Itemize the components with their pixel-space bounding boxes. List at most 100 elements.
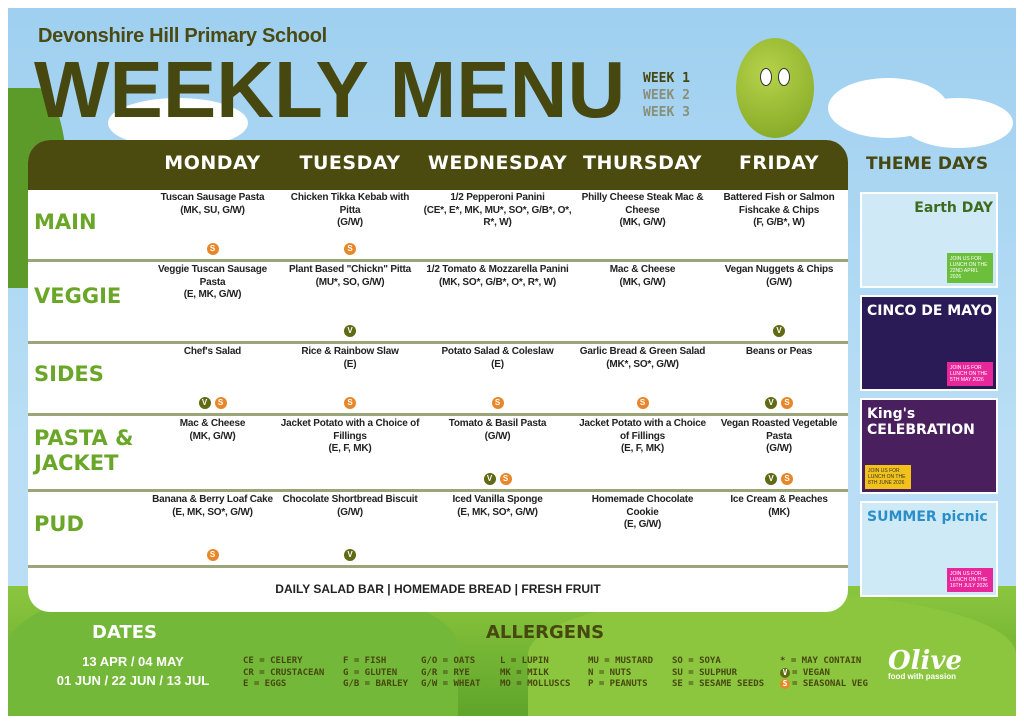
row-label: VEGGIE — [34, 284, 122, 308]
vegan-badge-icon: V — [344, 325, 356, 337]
theme-day-card[interactable]: Earth DAY JOIN US FOR LUNCH ON THE 22ND A… — [860, 192, 998, 288]
week-1[interactable]: WEEK 1 — [643, 71, 690, 86]
dish-name: Mac & Cheese — [609, 264, 676, 275]
theme-day-title: CINCO DE MAYO — [867, 303, 993, 319]
allergen-key: MU = MUSTARD — [588, 656, 653, 668]
menu-item: Tuscan Sausage Pasta (MK, SU, G/W) — [145, 192, 280, 217]
seasonal-badge-icon: S — [781, 397, 793, 409]
allergens-title: ALLERGENS — [486, 622, 605, 643]
allergen-label: SU = SULPHUR — [672, 667, 738, 678]
theme-day-note: JOIN US FOR LUNCH ON THE 16TH JULY 2026 — [947, 568, 993, 592]
allergen-label: N = NUTS — [588, 667, 632, 678]
vegan-badge-icon: V — [344, 549, 356, 561]
dish-allergens: (MK, SO*, G/B*, O*, R*, W) — [438, 276, 557, 288]
allergen-label: G/B = BARLEY — [343, 679, 409, 689]
week-2[interactable]: WEEK 2 — [643, 88, 690, 103]
badge-group: S — [280, 392, 420, 410]
dish-name: Jacket Potato with a Choice of Fillings — [579, 418, 706, 442]
menu-item: Jacket Potato with a Choice of Fillings(… — [575, 418, 710, 456]
hill — [528, 593, 1016, 716]
row-veggie: VEGGIE Veggie Tuscan Sausage Pasta (E, MK,… — [28, 262, 848, 344]
row-label: PASTA & JACKET — [34, 426, 134, 475]
seasonal-badge-icon: S — [491, 397, 504, 409]
dish-name: Veggie Tuscan Sausage Pasta — [158, 264, 267, 288]
allergen-label: * = MAY CONTAIN — [780, 656, 862, 666]
menu-item: Mac & Cheese (MK, G/W) — [575, 264, 710, 289]
dish-name: Philly Cheese Steak Mac & Cheese — [581, 192, 704, 216]
dish-name: Tomato & Basil Pasta — [448, 418, 547, 429]
dish-name: Iced Vanilla Sponge — [452, 494, 543, 505]
menu-item: Potato Salad & Coleslaw (E) — [420, 346, 575, 371]
day-wednesday: WEDNESDAY — [427, 152, 568, 174]
daily-extras: DAILY SALAD BAR | HOMEMADE BREAD | FRESH… — [275, 582, 601, 596]
allergen-label: MU = MUSTARD — [588, 656, 654, 666]
dish-name: Jacket Potato with a Choice of Fillings — [280, 418, 420, 442]
allergen-key: L = LUPIN — [500, 656, 570, 668]
theme-day-card[interactable]: CINCO DE MAYO JOIN US FOR LUNCH ON THE 5T… — [860, 295, 998, 391]
seasonal-badge-icon: S — [206, 243, 219, 255]
dish-allergens: (MK, G/W) — [189, 430, 236, 442]
theme-day-note: JOIN US FOR LUNCH ON THE 8TH JUNE 2026 — [865, 465, 911, 489]
dish-allergens: (G/W) — [484, 430, 511, 442]
allergen-key: F = FISH — [343, 656, 408, 668]
day-friday: FRIDAY — [738, 152, 820, 174]
dates-line: 13 APR / 04 MAY — [82, 654, 184, 669]
allergen-label: G = GLUTEN — [343, 667, 398, 678]
dish-allergens: (E, F, MK) — [328, 443, 372, 454]
seasonal-badge-icon: S — [344, 243, 356, 255]
menu-item: Vegan Roasted Vegetable Pasta (G/W) — [710, 418, 848, 456]
dish-name: Ice Cream & Peaches — [730, 494, 828, 505]
theme-day-card[interactable]: King's CELEBRATION JOIN US FOR LUNCH ON T… — [860, 398, 998, 494]
allergen-label: = SEASONAL VEG — [792, 679, 868, 689]
allergen-key: G/O = OATS — [421, 656, 481, 668]
dish-allergens: (E) — [491, 358, 504, 370]
seasonal-badge-icon: S — [636, 397, 649, 409]
allergen-key: SU = SULPHUR — [672, 668, 764, 680]
vegan-badge-icon: V — [773, 325, 785, 337]
row-label: MAIN — [34, 210, 97, 234]
allergen-label: L = LUPIN — [500, 656, 549, 666]
cloud — [903, 98, 1013, 148]
theme-day-card[interactable]: SUMMER picnic JOIN US FOR LUNCH ON THE 16… — [860, 501, 998, 597]
menu-item: Iced Vanilla Sponge (E, MK, SO*, G/W) — [420, 494, 575, 519]
dish-allergens: (MK, G/W) — [619, 217, 666, 228]
day-monday: MONDAY — [164, 152, 261, 174]
dish-allergens: (MU*, SO, G/W) — [315, 276, 385, 288]
allergen-key: SO = SOYA — [672, 656, 764, 668]
allergen-label: CR = CRUSTACEAN — [243, 667, 325, 678]
dish-name: Mac & Cheese — [179, 418, 246, 429]
seasonal-badge-icon: S — [499, 473, 512, 485]
row-pasta-jacket: PASTA & JACKET Mac & Cheese (MK, G/W) Jacke… — [28, 416, 848, 492]
day-header: MONDAY TUESDAY WEDNESDAY THURSDAY FRIDAY — [28, 140, 848, 190]
badge-group: S — [575, 392, 710, 410]
dish-allergens: (G/W) — [337, 217, 363, 228]
menu-table: MONDAY TUESDAY WEDNESDAY THURSDAY FRIDAY MAI… — [28, 140, 848, 612]
allergen-label: = VEGAN — [792, 667, 830, 678]
menu-item: Banana & Berry Loaf Cake (E, MK, SO*, G/W… — [145, 494, 280, 519]
dish-name: Potato Salad & Coleslaw — [441, 346, 554, 357]
dish-allergens: (MK, SU, G/W) — [180, 204, 245, 216]
dish-allergens: (G/W) — [337, 506, 363, 518]
dish-name: Vegan Nuggets & Chips — [724, 264, 834, 275]
dish-name: Chicken Tikka Kebab with Pitta — [290, 192, 410, 216]
menu-item: Veggie Tuscan Sausage Pasta (E, MK, G/W) — [145, 264, 280, 302]
allergen-column: G/O = OATS G/R = RYE G/W = WHEAT — [421, 656, 481, 691]
badge-group: V — [280, 544, 420, 562]
allergen-key: G/R = RYE — [421, 668, 481, 680]
theme-days-title: THEME DAYS — [866, 154, 989, 174]
menu-item: Battered Fish or Salmon Fishcake & Chips… — [710, 192, 848, 230]
dates-list: 13 APR / 04 MAY 01 JUN / 22 JUN / 13 JUL — [28, 652, 238, 690]
dish-name: Garlic Bread & Green Salad — [579, 346, 706, 357]
dish-allergens: (E, MK, G/W) — [183, 289, 242, 300]
dish-allergens: (E, MK, SO*, G/W) — [172, 506, 253, 518]
allergen-label: G/W = WHEAT — [421, 679, 481, 689]
week-3[interactable]: WEEK 3 — [643, 105, 690, 120]
allergen-key: G/W = WHEAT — [421, 679, 481, 691]
menu-item: Tomato & Basil Pasta (G/W) — [420, 418, 575, 443]
menu-item: Chef's Salad — [145, 346, 280, 359]
seasonal-badge-icon: S — [780, 679, 790, 689]
dish-allergens: (E, F, MK) — [621, 443, 664, 454]
dish-allergens: (E, MK, SO*, G/W) — [457, 506, 538, 518]
